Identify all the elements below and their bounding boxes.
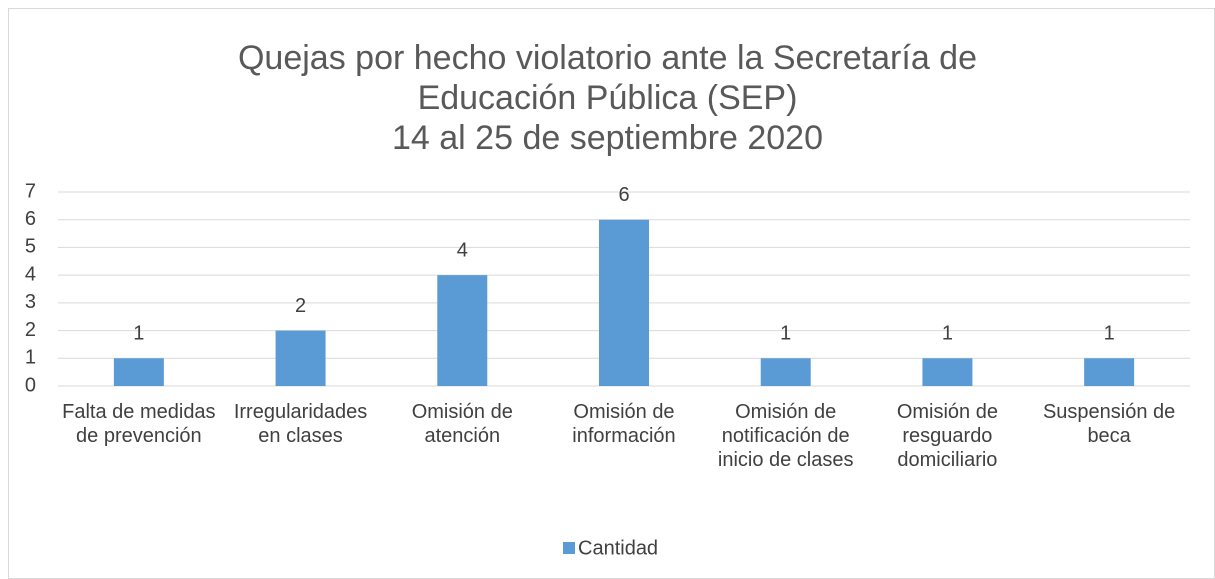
bar: [599, 219, 649, 386]
y-tick-label: 5: [25, 236, 36, 258]
x-tick-label: Omisión de información: [572, 401, 676, 447]
data-label: 1: [942, 323, 953, 345]
x-tick-label: Suspensión de beca: [1042, 401, 1176, 447]
data-label: 1: [1104, 323, 1115, 345]
x-tick-label: Falta de medidas de prevención: [62, 401, 216, 447]
bar: [1084, 358, 1135, 386]
legend-swatch: [563, 542, 575, 554]
y-tick-label: 7: [25, 180, 36, 202]
x-tick-label: Omisión de atención: [411, 401, 513, 447]
data-label: 1: [780, 323, 791, 345]
legend-label: Cantidad: [578, 537, 658, 559]
data-label: 4: [457, 239, 468, 261]
y-tick-label: 3: [25, 291, 36, 313]
x-tick-label: Omisión de notificación de inicio de cla…: [717, 401, 854, 471]
data-label: 6: [618, 184, 629, 206]
bar: [922, 358, 973, 386]
bar: [437, 275, 488, 386]
bar: [113, 358, 164, 386]
chart-title: Quejas por hecho violatorio ante la Secr…: [237, 39, 977, 157]
data-label: 1: [133, 323, 144, 345]
y-tick-label: 2: [25, 319, 36, 341]
x-tick-label: Omisión de resguardo domiciliario: [896, 401, 998, 471]
bar: [760, 358, 811, 386]
x-tick-label: Irregularidades en clases: [233, 401, 368, 447]
y-tick-label: 4: [25, 263, 36, 285]
y-tick-label: 6: [25, 208, 36, 230]
y-tick-label: 0: [25, 374, 36, 396]
data-label: 2: [295, 295, 306, 317]
bar: [275, 330, 326, 386]
y-tick-label: 1: [25, 347, 36, 369]
